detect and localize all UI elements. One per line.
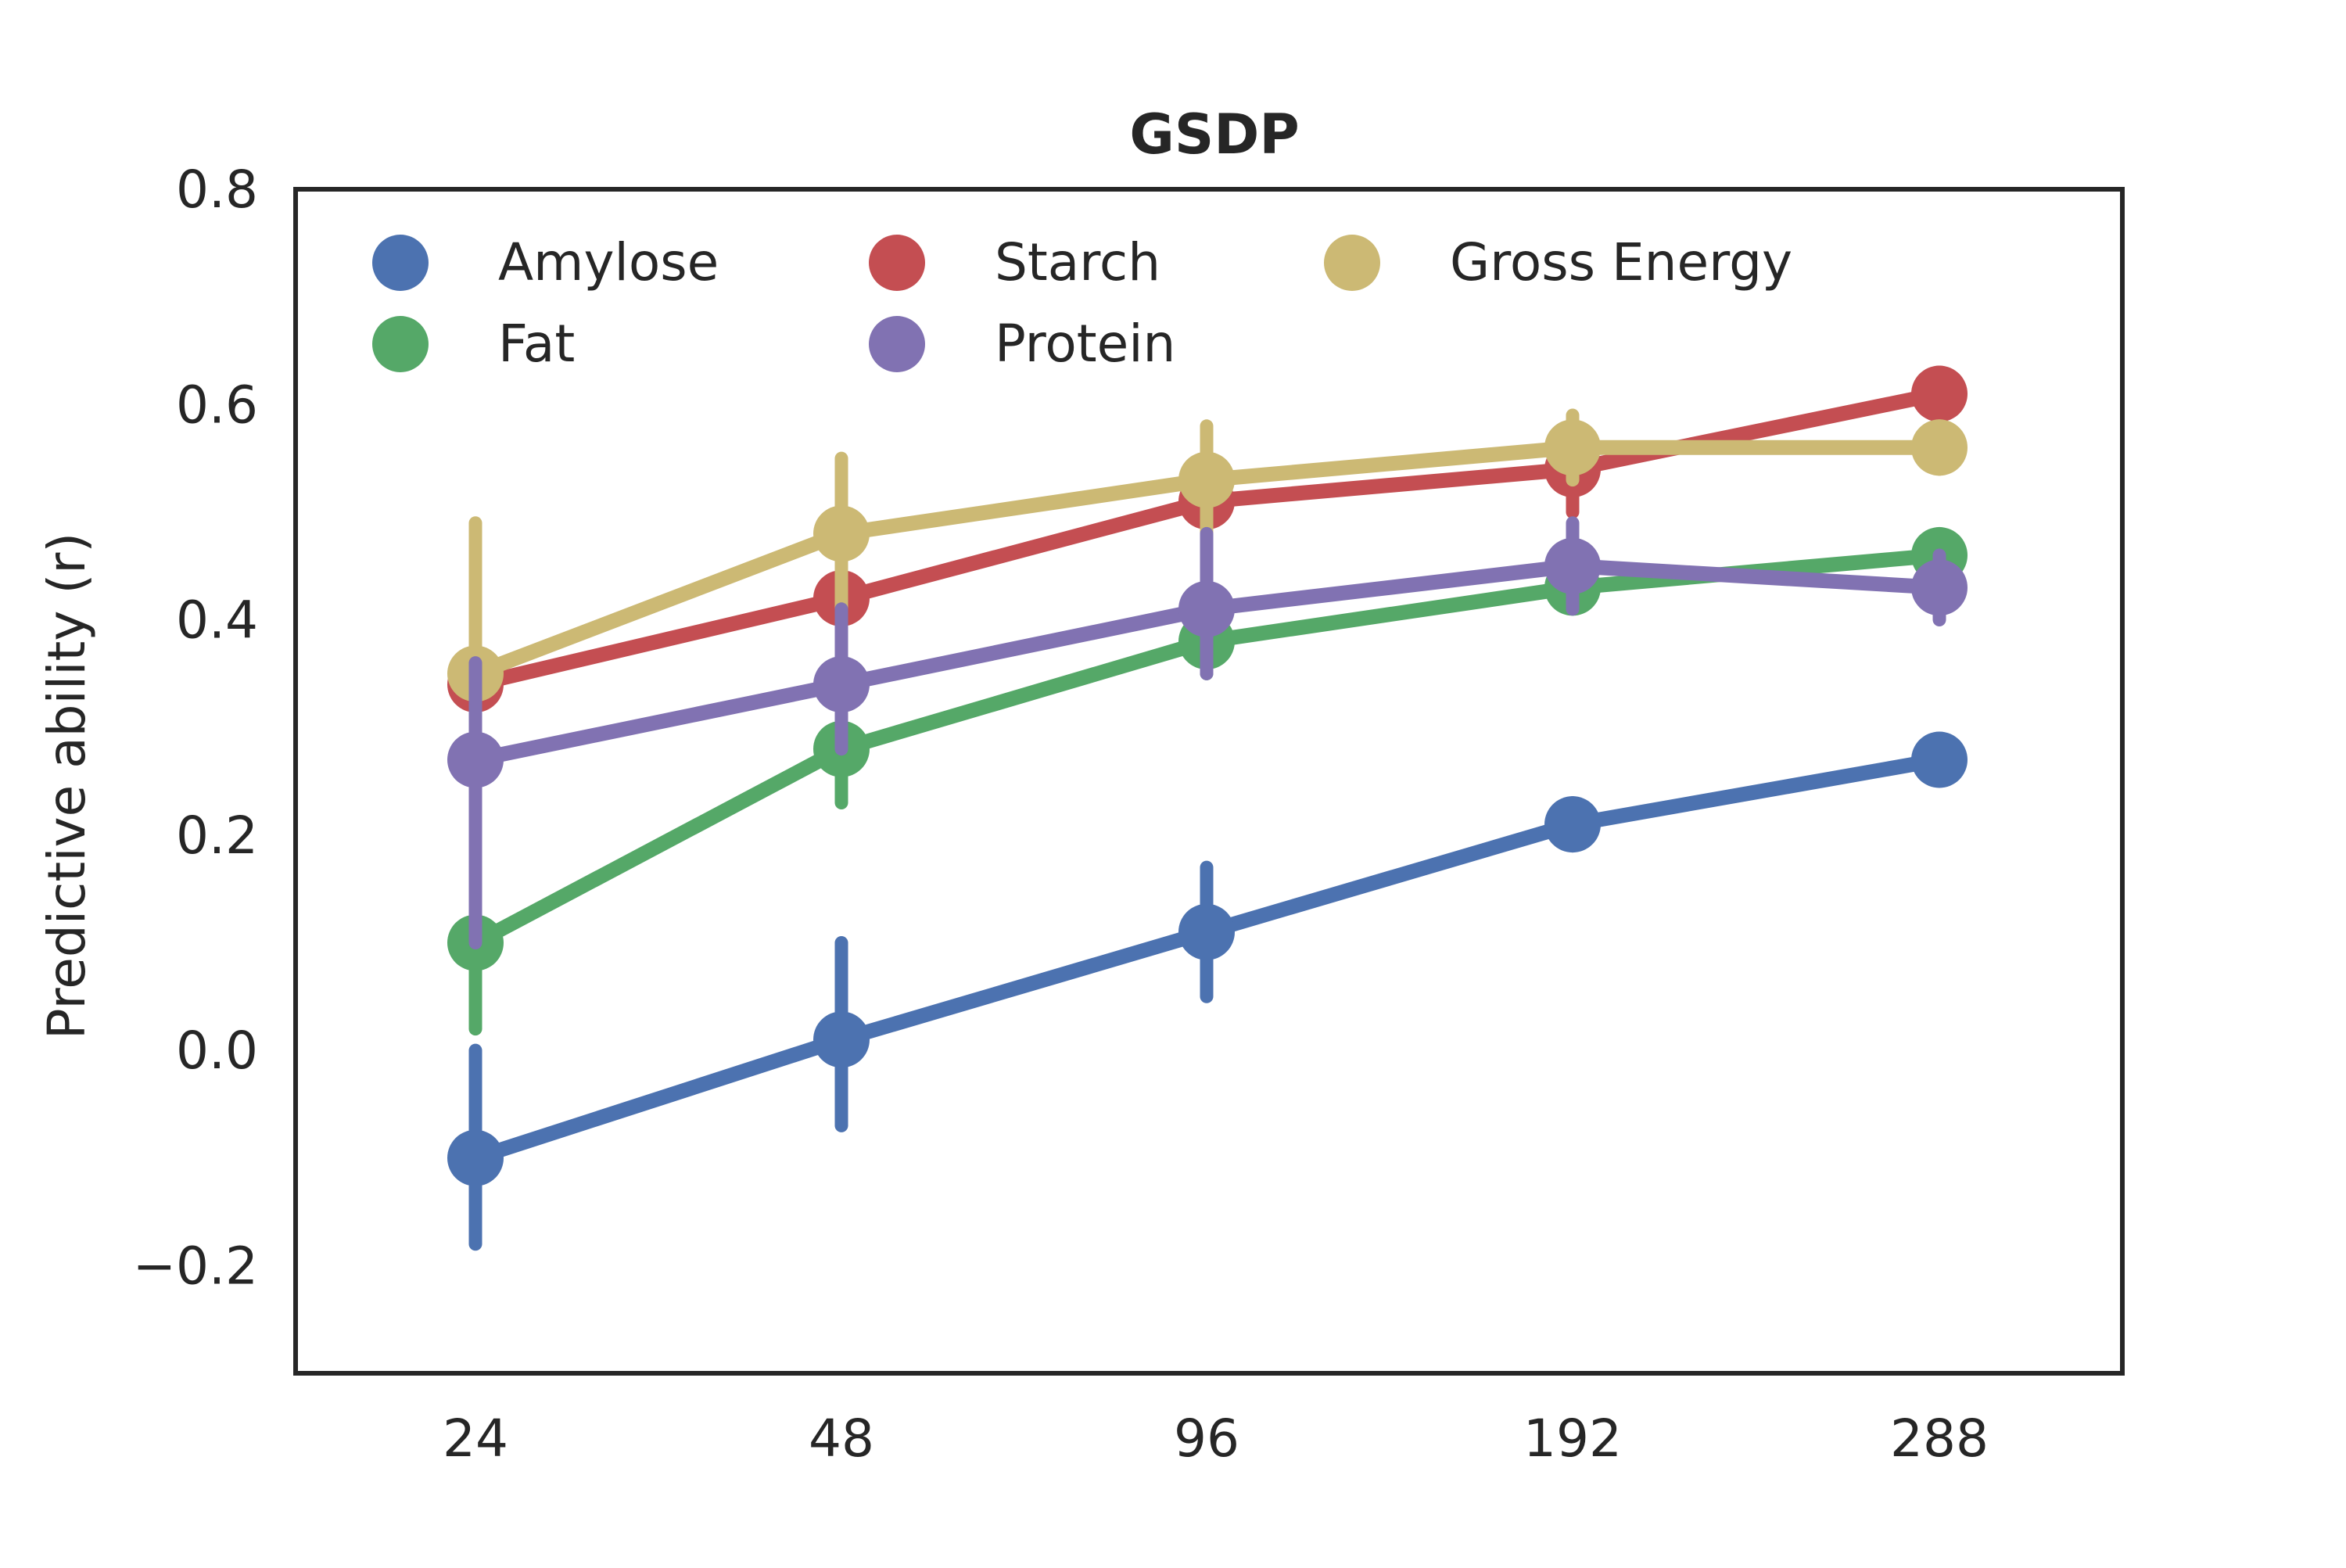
x-tick-label: 288	[1890, 1408, 1989, 1469]
legend-label: Starch	[995, 232, 1160, 292]
legend-label: Amylose	[498, 232, 719, 292]
legend-item-starch: Starch	[869, 232, 1160, 292]
y-axis-label: Predictive ability (r)	[37, 533, 97, 1039]
y-tick-label: 0.8	[176, 160, 258, 220]
legend-item-amylose: Amylose	[372, 232, 719, 292]
data-point	[1178, 580, 1235, 637]
series-amylose	[447, 731, 1968, 1251]
data-point	[1544, 419, 1601, 476]
legend-label: Protein	[995, 314, 1175, 374]
data-point	[1178, 451, 1235, 508]
legend-marker	[372, 316, 429, 372]
x-tick-label: 48	[809, 1408, 874, 1469]
legend-marker	[869, 235, 925, 291]
data-point	[1911, 365, 1968, 422]
legend-item-protein: Protein	[869, 314, 1175, 374]
y-tick-label: 0.0	[176, 1021, 258, 1081]
legend: Amylose Starch Gross Energy Fat Protein	[372, 232, 1792, 374]
plot-series	[447, 365, 1968, 1251]
legend-label: Fat	[498, 314, 575, 374]
y-tick-label: 0.4	[176, 590, 258, 651]
y-tick-label: 0.2	[176, 806, 258, 866]
legend-item-gross-energy: Gross Energy	[1324, 232, 1792, 292]
data-point	[813, 1011, 870, 1068]
chart-title: GSDP	[1129, 102, 1299, 167]
legend-item-fat: Fat	[372, 314, 575, 374]
data-point	[813, 505, 870, 562]
data-point	[1911, 559, 1968, 616]
y-tick-label: 0.6	[176, 375, 258, 435]
legend-marker	[372, 235, 429, 291]
tick-labels: −0.2 0.0 0.2 0.4 0.6 0.8 24 48 96 192 288	[133, 160, 1989, 1469]
x-tick-label: 96	[1174, 1408, 1239, 1469]
data-point	[813, 656, 870, 713]
x-tick-label: 192	[1523, 1408, 1622, 1469]
y-tick-label: −0.2	[133, 1236, 258, 1296]
data-point	[1544, 537, 1601, 594]
data-point	[1178, 903, 1235, 960]
series-protein	[447, 516, 1968, 949]
x-tick-label: 24	[443, 1408, 508, 1469]
data-point	[447, 1129, 504, 1186]
data-point	[1544, 796, 1601, 853]
legend-label: Gross Energy	[1450, 232, 1792, 292]
legend-marker	[1324, 235, 1380, 291]
plot-frame	[293, 187, 2125, 1376]
data-point	[447, 731, 504, 788]
data-point	[1911, 419, 1968, 476]
data-point	[1911, 731, 1968, 788]
legend-marker	[869, 316, 925, 372]
